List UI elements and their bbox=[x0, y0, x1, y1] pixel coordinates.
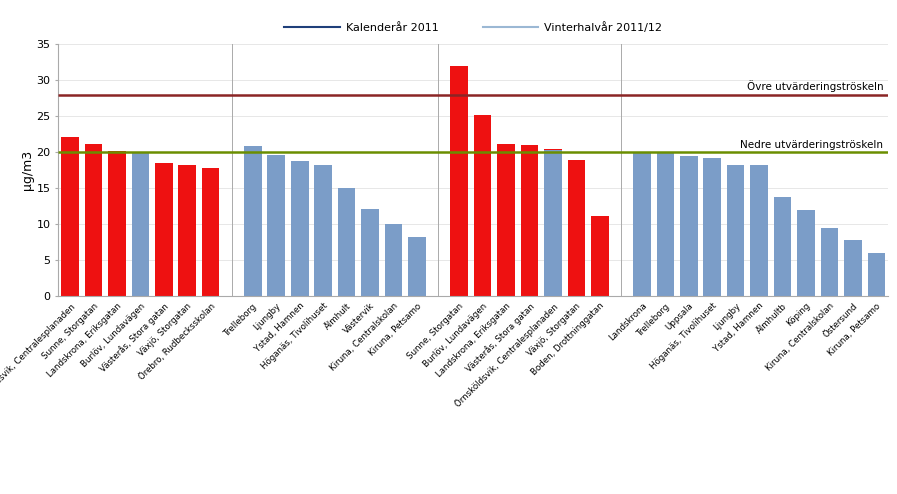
Bar bbox=[202, 168, 220, 296]
Bar bbox=[61, 137, 79, 296]
Bar bbox=[267, 155, 285, 296]
Bar bbox=[450, 66, 468, 296]
Bar bbox=[314, 165, 332, 296]
Bar bbox=[657, 153, 675, 296]
Bar bbox=[821, 228, 838, 296]
Bar bbox=[338, 188, 355, 296]
Text: Nedre utvärderingströskeln: Nedre utvärderingströskeln bbox=[740, 139, 884, 150]
Legend: Kalenderår 2011, Vinterhalvår 2011/12: Kalenderår 2011, Vinterhalvår 2011/12 bbox=[280, 17, 666, 37]
Bar bbox=[244, 146, 262, 296]
Bar bbox=[544, 149, 562, 296]
Bar bbox=[385, 224, 402, 296]
Bar bbox=[568, 160, 585, 296]
Bar bbox=[520, 145, 538, 296]
Bar bbox=[727, 165, 745, 296]
Bar bbox=[155, 163, 172, 296]
Bar bbox=[867, 253, 885, 296]
Bar bbox=[84, 144, 102, 296]
Bar bbox=[132, 153, 149, 296]
Text: Övre utvärderingströskeln: Övre utvärderingströskeln bbox=[746, 80, 884, 92]
Bar bbox=[844, 240, 862, 296]
Bar bbox=[797, 210, 814, 296]
Bar bbox=[750, 165, 768, 296]
Bar bbox=[703, 158, 721, 296]
Bar bbox=[680, 156, 698, 296]
Bar bbox=[633, 153, 650, 296]
Bar bbox=[408, 237, 426, 296]
Bar bbox=[497, 144, 515, 296]
Bar bbox=[361, 208, 379, 296]
Bar bbox=[179, 165, 196, 296]
Y-axis label: µg/m3: µg/m3 bbox=[21, 150, 34, 191]
Bar bbox=[109, 151, 126, 296]
Bar bbox=[591, 216, 608, 296]
Bar bbox=[474, 115, 492, 296]
Bar bbox=[291, 161, 309, 296]
Bar bbox=[774, 197, 791, 296]
Bar bbox=[544, 150, 562, 296]
